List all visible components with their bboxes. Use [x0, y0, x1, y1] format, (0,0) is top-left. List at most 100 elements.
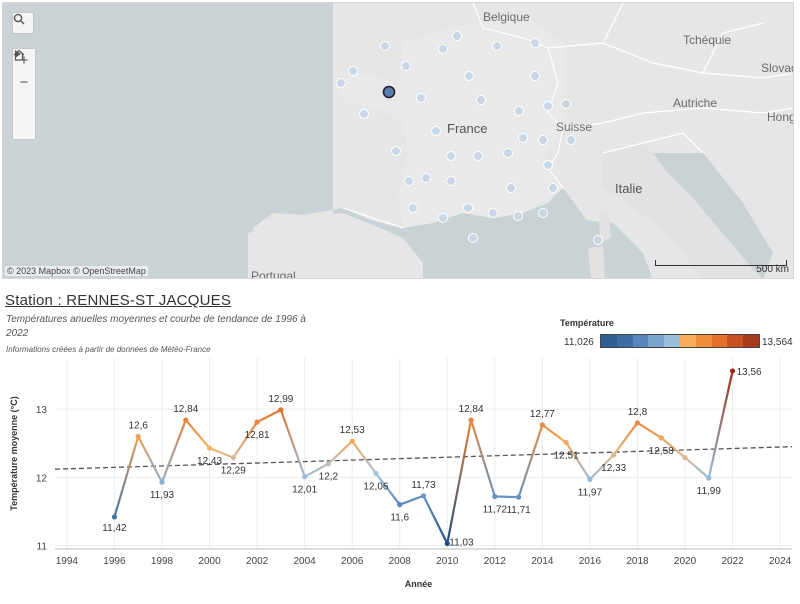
- series-segment[interactable]: [588, 453, 615, 481]
- series-line[interactable]: [113, 369, 734, 545]
- map-label-hongrie: Hong: [767, 110, 794, 124]
- series-segment[interactable]: [137, 435, 164, 484]
- map-label-france: France: [447, 121, 488, 136]
- trend-line: [54, 446, 793, 470]
- data-point[interactable]: [135, 433, 141, 440]
- data-label: 11,03: [449, 538, 474, 549]
- legend-swatch-2: [632, 335, 649, 347]
- series-segment[interactable]: [255, 408, 282, 424]
- temperature-line-chart[interactable]: 1994 1996 1998 2000 2002 2004 2006 2008 2010 2012…: [0, 356, 800, 604]
- map-label-portugal: Portugal: [251, 269, 296, 279]
- data-point[interactable]: [634, 420, 641, 426]
- series-segment[interactable]: [113, 435, 140, 519]
- map-scale-bar: [655, 260, 787, 266]
- series-segment[interactable]: [208, 446, 235, 459]
- series-segment[interactable]: [541, 423, 568, 444]
- data-point[interactable]: [729, 368, 736, 374]
- land-corsica: [598, 211, 611, 243]
- map-view[interactable]: France Belgique Tchéquie Slovaq Autriche…: [2, 2, 794, 279]
- data-point[interactable]: [373, 470, 379, 476]
- series-segment[interactable]: [232, 421, 259, 459]
- map-attribution[interactable]: © 2023 Mapbox © OpenStreetMap: [5, 266, 148, 276]
- data-label: 11,73: [411, 480, 436, 491]
- data-point[interactable]: [515, 494, 522, 500]
- data-point[interactable]: [397, 502, 403, 508]
- data-point[interactable]: [444, 540, 450, 547]
- country-borders: [342, 3, 793, 229]
- home-button[interactable]: [13, 49, 35, 115]
- data-point[interactable]: [468, 417, 474, 423]
- play-button[interactable]: [13, 50, 35, 137]
- series-segment[interactable]: [517, 423, 544, 499]
- data-point[interactable]: [611, 452, 617, 458]
- series-segment[interactable]: [469, 418, 496, 498]
- series-segment[interactable]: [184, 418, 211, 450]
- map-label-italie: Italie: [615, 181, 643, 196]
- land-sardinia: [588, 246, 605, 278]
- series-segment[interactable]: [660, 436, 687, 459]
- data-point[interactable]: [682, 454, 688, 461]
- data-point[interactable]: [706, 475, 712, 481]
- data-point[interactable]: [278, 407, 284, 413]
- series-segment[interactable]: [303, 462, 330, 478]
- series-segment[interactable]: [565, 441, 592, 481]
- data-point[interactable]: [563, 439, 569, 446]
- data-label: 11,42: [102, 523, 127, 534]
- data-point[interactable]: [420, 493, 427, 499]
- search-icon: [13, 13, 25, 25]
- data-point[interactable]: [492, 493, 498, 500]
- series-segment[interactable]: [160, 418, 187, 484]
- series-segment[interactable]: [446, 418, 473, 545]
- y-tick-label: 13: [36, 405, 48, 416]
- series-segment[interactable]: [398, 494, 425, 506]
- data-point[interactable]: [206, 445, 213, 451]
- legend-color-ramp[interactable]: [600, 334, 760, 348]
- data-point[interactable]: [111, 514, 118, 520]
- series-segment[interactable]: [493, 495, 520, 499]
- data-label: 12,43: [197, 456, 222, 467]
- map-canvas[interactable]: [3, 3, 794, 279]
- series-segment[interactable]: [327, 440, 354, 465]
- data-point[interactable]: [183, 417, 189, 423]
- x-tick-label: 2020: [674, 556, 697, 567]
- x-tick-label: 1996: [103, 556, 126, 567]
- sea-adriatic: [653, 153, 773, 278]
- series-segment[interactable]: [351, 440, 378, 475]
- data-point[interactable]: [302, 474, 308, 480]
- land-uk: [333, 3, 458, 33]
- data-label: 12,77: [530, 409, 555, 420]
- series-segment[interactable]: [636, 421, 663, 439]
- zoom-in-button[interactable]: +: [19, 51, 29, 69]
- data-point[interactable]: [230, 454, 236, 461]
- series-segment[interactable]: [683, 456, 710, 480]
- x-tick-label: 2018: [626, 556, 649, 567]
- series-points[interactable]: [111, 368, 736, 547]
- series-segment[interactable]: [279, 408, 306, 478]
- data-label: 11,71: [506, 505, 531, 516]
- series-segment[interactable]: [612, 421, 639, 456]
- land-italy: [603, 143, 762, 278]
- data-point[interactable]: [254, 419, 260, 425]
- zoom-out-button[interactable]: −: [19, 73, 29, 91]
- play-icon: [15, 50, 21, 58]
- data-label: 13,56: [737, 367, 762, 378]
- map-label-suisse: Suisse: [556, 120, 593, 134]
- data-label: 12,84: [173, 404, 198, 415]
- data-point[interactable]: [539, 422, 545, 428]
- data-point[interactable]: [159, 479, 165, 485]
- data-point[interactable]: [325, 461, 332, 467]
- series-segment[interactable]: [707, 369, 734, 480]
- legend-swatch-0: [601, 335, 617, 347]
- data-label: 12,81: [245, 430, 270, 441]
- data-point[interactable]: [349, 438, 355, 444]
- land-iberia: [248, 213, 423, 278]
- series-segment[interactable]: [422, 494, 449, 545]
- data-point[interactable]: [587, 476, 593, 483]
- data-point[interactable]: [658, 435, 664, 441]
- legend-swatch-9: [743, 335, 759, 347]
- map-label-belgique: Belgique: [483, 10, 530, 24]
- map-search-button[interactable]: [12, 12, 34, 34]
- x-tick-label: 2006: [341, 556, 364, 567]
- series-segment[interactable]: [374, 472, 401, 506]
